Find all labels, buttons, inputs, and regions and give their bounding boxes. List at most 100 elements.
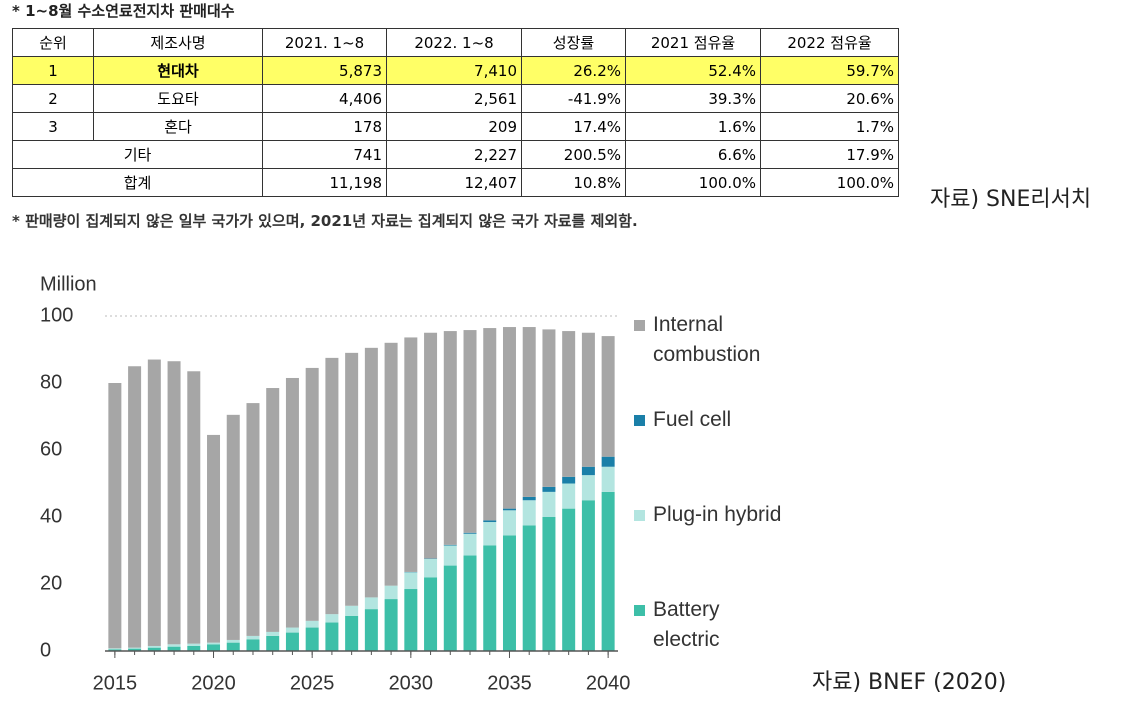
bar-segment — [147, 359, 161, 646]
bar-segment — [483, 522, 497, 546]
bar-segment — [246, 639, 260, 651]
bar-segment — [562, 331, 576, 477]
bar-segment — [581, 500, 595, 651]
bar-segment — [305, 627, 319, 651]
source: 자료) BNEF (2020) — [812, 670, 1007, 695]
bar-segment — [443, 565, 457, 651]
bar-segment — [364, 347, 378, 598]
bar-segment — [522, 327, 536, 497]
bar-segment — [108, 648, 122, 650]
header-cell: 2022 점유율 — [760, 28, 899, 57]
header-cell: 2021. 1~8 — [262, 28, 387, 57]
header-cell: 2022. 1~8 — [386, 28, 522, 57]
x-tick-label: 2030 — [389, 672, 434, 694]
bar-segment — [207, 642, 221, 645]
bar-segment — [562, 476, 576, 484]
x-tick-label: 2015 — [93, 672, 138, 694]
bar-segment — [128, 366, 142, 648]
x-tick-label: 2020 — [191, 672, 236, 694]
legend-label: Battery electric — [653, 598, 720, 651]
bar-segment — [483, 520, 497, 523]
bar-segment — [522, 525, 536, 651]
table: 순위 제조사명 2021. 1~8 2022. 1~8 성장률 2021 점유율 2022 … — [12, 28, 899, 197]
bar-segment — [542, 486, 556, 492]
bar-segment — [187, 645, 201, 651]
legend-entry: Battery electric — [634, 595, 784, 655]
table-cell: 1.7% — [760, 112, 899, 141]
y-tick-label: 80 — [40, 371, 62, 393]
table-cell: 2,561 — [386, 84, 522, 113]
x-tick-label: 2025 — [290, 672, 335, 694]
bar-segment — [502, 535, 516, 651]
bar-segment — [601, 466, 615, 492]
bar-segment — [285, 632, 299, 651]
bar-segment — [246, 403, 260, 636]
table-cell: 4,406 — [262, 84, 387, 113]
bar-segment — [463, 330, 477, 533]
table-cell: 26.2% — [521, 56, 626, 85]
bar-segment — [128, 647, 142, 649]
bar-segment — [167, 644, 181, 647]
bar-segment — [187, 643, 201, 646]
bar-segment — [384, 585, 398, 600]
y-tick-label: 100 — [40, 304, 73, 326]
bar-segment — [364, 609, 378, 651]
bar-segment — [128, 648, 142, 651]
bar-segment — [108, 383, 122, 649]
table-cell: 합계 — [12, 168, 263, 197]
bar-segment — [404, 337, 418, 572]
y-tick-label: 60 — [40, 438, 62, 460]
bar-segment — [207, 644, 221, 651]
bar-segment — [325, 622, 339, 651]
y-tick-label: 0 — [40, 639, 51, 661]
bar-segment — [305, 620, 319, 628]
bar-segment — [463, 532, 477, 534]
legend-swatch — [634, 510, 645, 521]
table-cell: 100.0% — [760, 168, 899, 197]
bar-segment — [384, 599, 398, 651]
bar-segment — [305, 367, 319, 621]
bar-segment — [345, 605, 359, 616]
bar-segment — [443, 545, 457, 566]
bar-segment — [581, 475, 595, 501]
bar-segment — [562, 483, 576, 509]
bar-segment — [601, 491, 615, 651]
bar-segment — [601, 336, 615, 457]
bar-segment — [443, 544, 457, 546]
bar-segment — [147, 645, 161, 648]
bar-segment — [266, 635, 280, 651]
bar-segment — [345, 352, 359, 606]
bar-segment — [147, 647, 161, 651]
bar-segment — [266, 388, 280, 632]
bar-segment — [601, 456, 615, 467]
bar-segment — [325, 357, 339, 615]
bar-segment — [246, 635, 260, 640]
bar-segment — [522, 500, 536, 526]
bar-segment — [404, 572, 418, 590]
table-cell: 100.0% — [625, 168, 761, 197]
bar-segment — [187, 371, 201, 644]
table-cell: 3 — [12, 112, 94, 141]
table-cell: 10.8% — [521, 168, 626, 197]
header-row: 순위 제조사명 2021. 1~8 2022. 1~8 성장률 2021 점유율 2022 … — [12, 28, 899, 57]
bar-segment — [404, 589, 418, 651]
legend-label: Fuel cell — [653, 408, 732, 431]
table-footnote: * 판매량이 집계되지 않은 일부 국가가 있으며, 2021년 자료는 집계되… — [12, 212, 638, 230]
bar-segment — [167, 646, 181, 651]
table-cell: 6.6% — [625, 140, 761, 169]
bar-segment — [483, 545, 497, 651]
bar-segment — [542, 491, 556, 517]
bar-segment — [424, 577, 438, 651]
bar-segment — [285, 377, 299, 628]
table-cell: -41.9% — [521, 84, 626, 113]
table-cell: 12,407 — [386, 168, 522, 197]
y-tick-label: 40 — [40, 505, 62, 527]
bar-segment — [542, 329, 556, 487]
legend-entry: Plug-in hybrid — [634, 500, 784, 530]
table-row: 1 현대차 5,873 7,410 26.2% 52.4% 59.7% — [12, 56, 899, 85]
bar-segment — [384, 342, 398, 586]
legend-entry: Fuel cell — [634, 405, 784, 435]
bar-segment — [502, 508, 516, 511]
table-row: 합계 11,198 12,407 10.8% 100.0% 100.0% — [12, 168, 899, 197]
